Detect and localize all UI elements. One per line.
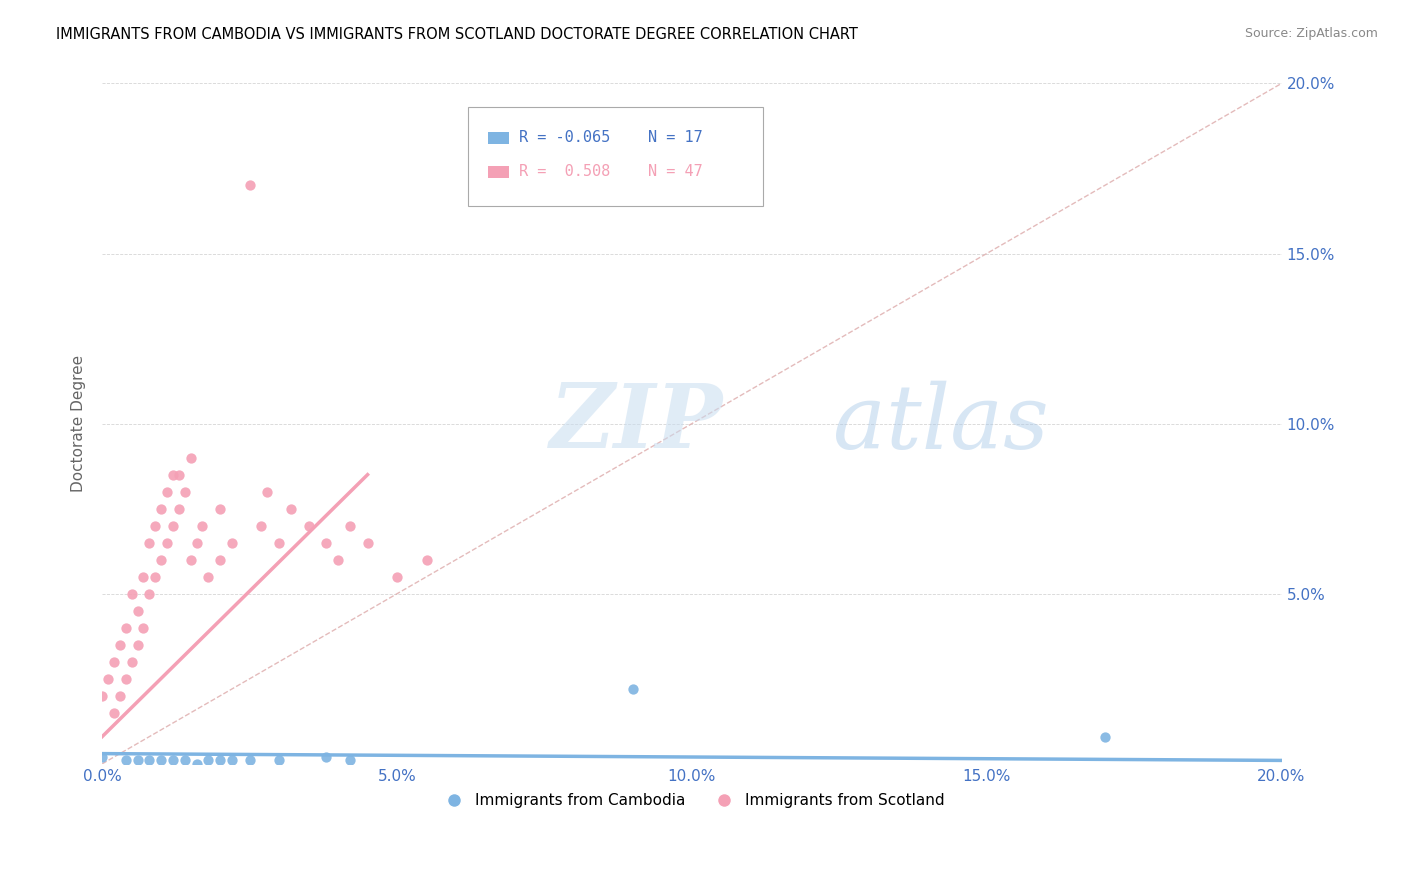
Point — [339, 518, 361, 533]
Point — [180, 552, 202, 566]
Bar — [488, 132, 509, 144]
Point — [191, 518, 214, 533]
Point — [269, 753, 291, 767]
Point — [186, 535, 208, 549]
Point — [150, 753, 173, 767]
Text: N = 17: N = 17 — [648, 130, 703, 145]
Text: atlas: atlas — [834, 380, 1049, 467]
Point — [385, 570, 408, 584]
Point — [132, 570, 155, 584]
Point — [156, 484, 179, 499]
Point — [121, 655, 143, 669]
Point — [186, 756, 208, 771]
Point — [250, 518, 273, 533]
Text: R =  0.508: R = 0.508 — [519, 164, 610, 179]
Point — [91, 750, 114, 764]
Point — [162, 753, 184, 767]
Point — [114, 672, 136, 686]
Point — [1094, 730, 1116, 744]
Point — [162, 518, 184, 533]
Point — [127, 638, 149, 652]
Point — [103, 655, 125, 669]
Point — [221, 753, 243, 767]
Point — [143, 518, 166, 533]
Point — [315, 750, 337, 764]
Point — [221, 535, 243, 549]
Point — [127, 753, 149, 767]
Point — [209, 753, 232, 767]
Point — [339, 753, 361, 767]
Point — [127, 604, 149, 618]
Point — [150, 501, 173, 516]
Point — [415, 552, 437, 566]
Point — [150, 552, 173, 566]
Point — [138, 587, 160, 601]
Point — [138, 535, 160, 549]
Point — [167, 467, 190, 482]
Point — [114, 621, 136, 635]
Point — [209, 501, 232, 516]
Point — [97, 672, 120, 686]
Point — [108, 689, 131, 703]
Point — [91, 689, 114, 703]
Text: Source: ZipAtlas.com: Source: ZipAtlas.com — [1244, 27, 1378, 40]
Point — [197, 570, 219, 584]
Text: R = -0.065: R = -0.065 — [519, 130, 610, 145]
Point — [121, 587, 143, 601]
Y-axis label: Doctorate Degree: Doctorate Degree — [72, 355, 86, 492]
Point — [138, 753, 160, 767]
Point — [356, 535, 378, 549]
Point — [280, 501, 302, 516]
Point — [173, 753, 195, 767]
Point — [197, 753, 219, 767]
Point — [256, 484, 278, 499]
Point — [108, 638, 131, 652]
FancyBboxPatch shape — [468, 107, 762, 206]
Point — [173, 484, 195, 499]
Point — [297, 518, 319, 533]
Point — [167, 501, 190, 516]
Point — [180, 450, 202, 465]
Point — [132, 621, 155, 635]
Point — [269, 535, 291, 549]
Point — [103, 706, 125, 720]
Point — [621, 681, 644, 696]
Text: N = 47: N = 47 — [648, 164, 703, 179]
Point — [239, 753, 262, 767]
Text: ZIP: ZIP — [550, 380, 724, 467]
Point — [156, 535, 179, 549]
Point — [326, 552, 349, 566]
Bar — [488, 166, 509, 178]
Point — [143, 570, 166, 584]
Text: IMMIGRANTS FROM CAMBODIA VS IMMIGRANTS FROM SCOTLAND DOCTORATE DEGREE CORRELATIO: IMMIGRANTS FROM CAMBODIA VS IMMIGRANTS F… — [56, 27, 858, 42]
Point — [315, 535, 337, 549]
Point — [162, 467, 184, 482]
Point — [239, 178, 262, 193]
Point — [209, 552, 232, 566]
Legend: Immigrants from Cambodia, Immigrants from Scotland: Immigrants from Cambodia, Immigrants fro… — [433, 787, 950, 814]
Point — [114, 753, 136, 767]
